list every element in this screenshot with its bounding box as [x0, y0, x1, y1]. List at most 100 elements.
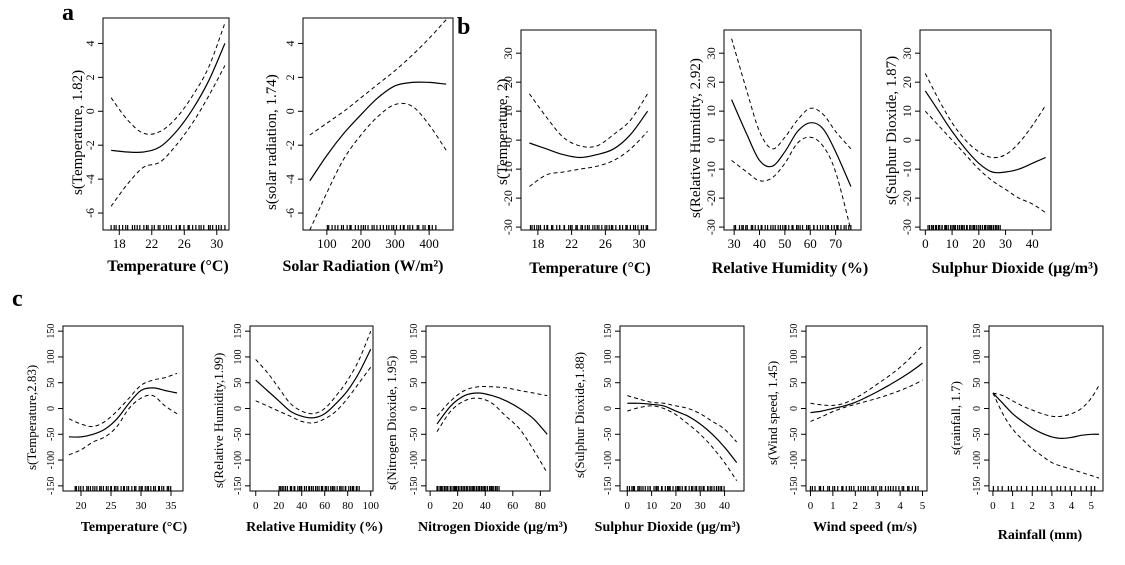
plot-frame: [249, 325, 374, 492]
plot-c6: 0 1 2 3 4 5 -150 -100 -50 0 50 100 150: [972, 324, 1104, 512]
x-tick-label: 0: [922, 236, 929, 251]
fitted-smooth-line: [992, 392, 1100, 440]
y-tick-label: 0: [409, 406, 420, 411]
upper-ci-line: [627, 395, 738, 443]
plot-a1: 18 22 26 30 -6 -4 -2 0 2 4: [83, 17, 230, 251]
x-tick-label: 30: [728, 236, 741, 251]
y-tick-label: 150: [972, 324, 983, 339]
panel-label-a: a: [62, 0, 74, 26]
x-tick-label: 0: [427, 500, 433, 512]
x-tick-label: 300: [385, 236, 405, 251]
x-tick-label: 25: [106, 500, 118, 512]
y-tick-label: -10: [501, 161, 515, 177]
x-tick-label: 20: [452, 500, 464, 512]
x-tick-label: 10: [946, 236, 959, 251]
y-tick-label: 150: [409, 324, 420, 339]
lower-ci-line: [810, 379, 923, 422]
fitted-smooth-line: [810, 362, 923, 414]
y-tick-label: 20: [501, 76, 515, 88]
y-axis-label: s(Nitrogen Dioxide, 1.95): [384, 355, 399, 490]
x-tick-label: 30: [210, 236, 223, 251]
panel-label-c: c: [12, 286, 23, 312]
upper-ci-line: [255, 331, 372, 415]
lower-ci-line: [731, 136, 852, 231]
x-tick-label: 40: [1026, 236, 1039, 251]
x-tick-label: 20: [273, 500, 285, 512]
y-tick-label: 2: [83, 74, 97, 80]
x-axis-label: Nitrogen Dioxide (μg/m³): [418, 520, 568, 535]
y-axis-label: s(Sulphur Dioxide, 1.87): [884, 55, 900, 205]
y-tick-label: 0: [46, 406, 57, 411]
plot-c2: 0 20 40 60 80 100 -150 -100 -50 0 50 100 150: [233, 324, 379, 512]
upper-ci-line: [992, 385, 1100, 418]
x-tick-label: 5: [920, 500, 926, 512]
plot-frame: [520, 29, 657, 231]
y-tick-label: -50: [789, 428, 800, 441]
y-tick-label: 100: [603, 349, 614, 364]
x-tick-label: 2: [853, 500, 859, 512]
y-tick-label: 50: [233, 378, 244, 388]
fitted-smooth-line: [111, 43, 226, 154]
y-tick-label: 50: [789, 378, 800, 388]
y-tick-label: 0: [900, 137, 914, 143]
plot-frame: [619, 325, 745, 492]
y-tick-label: -4: [83, 174, 97, 184]
lower-ci-line: [309, 102, 447, 231]
y-tick-label: 100: [789, 349, 800, 364]
y-tick-label: -100: [233, 451, 244, 469]
plot-frame: [62, 325, 184, 492]
y-tick-label: 100: [972, 349, 983, 364]
y-tick-label: 50: [409, 378, 420, 388]
y-tick-label: 30: [900, 47, 914, 59]
x-tick-label: 60: [319, 500, 331, 512]
y-tick-label: -20: [900, 190, 914, 206]
y-tick-label: -50: [46, 428, 57, 441]
x-axis-label: Temperature (°C): [80, 520, 188, 535]
y-tick-label: -6: [283, 208, 297, 218]
upper-ci-line: [309, 19, 447, 136]
y-axis-label: s(Temperature, 1.82): [70, 69, 86, 195]
plot-c4: 0 10 20 30 40 -150 -100 -50 0 50 100 150: [603, 324, 745, 512]
y-tick-label: -150: [233, 477, 244, 495]
y-tick-label: -100: [409, 451, 420, 469]
y-tick-label: -150: [789, 477, 800, 495]
x-tick-label: 22: [145, 236, 158, 251]
x-tick-label: 30: [695, 500, 707, 512]
x-axis-label: Wind speed (m/s): [813, 520, 917, 535]
x-tick-label: 5: [1088, 500, 1094, 512]
x-tick-label: 1: [1010, 500, 1016, 512]
y-tick-label: -20: [704, 190, 718, 206]
x-tick-label: 20: [76, 500, 88, 512]
y-tick-label: -150: [972, 477, 983, 495]
x-tick-label: 26: [178, 236, 192, 251]
fitted-smooth-line: [529, 110, 649, 159]
y-tick-label: -30: [704, 219, 718, 235]
x-tick-label: 3: [875, 500, 881, 512]
lower-ci-line: [627, 405, 738, 481]
y-tick-label: 30: [704, 47, 718, 59]
y-axis-label: s(Sulphur Dioxide,1.88): [572, 351, 587, 478]
y-tick-label: -100: [603, 451, 614, 469]
plot-frame: [805, 325, 928, 492]
y-tick-label: 0: [603, 406, 614, 411]
y-axis-label: s(Temperature, 2): [495, 78, 511, 185]
y-tick-label: 50: [972, 378, 983, 388]
x-tick-label: 40: [480, 500, 492, 512]
y-tick-label: -6: [83, 208, 97, 218]
y-tick-label: 100: [233, 349, 244, 364]
plot-c5: 0 1 2 3 4 5 -150 -100 -50 0 50 100 150: [789, 324, 928, 512]
plot-a2: 100 200 300 400 -6 -4 -2 0 2 4: [283, 17, 454, 251]
x-tick-label: 20: [972, 236, 985, 251]
y-axis-label: s(Relative Humidity, 2.92): [688, 58, 704, 218]
y-tick-label: 0: [704, 137, 718, 143]
y-tick-label: 0: [789, 406, 800, 411]
upper-ci-line: [924, 73, 1047, 159]
y-tick-label: -10: [900, 161, 914, 177]
y-tick-label: 150: [46, 324, 57, 339]
plot-frame: [988, 325, 1104, 492]
x-axis-label: Solar Radiation (W/m²): [282, 258, 444, 275]
y-tick-label: 100: [409, 349, 420, 364]
lower-ci-line: [992, 392, 1100, 479]
y-tick-label: 150: [603, 324, 614, 339]
y-tick-label: -10: [704, 161, 718, 177]
